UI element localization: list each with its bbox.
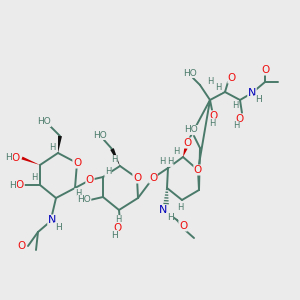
Text: O: O [16, 180, 24, 190]
Polygon shape [22, 157, 40, 165]
Text: H: H [105, 167, 111, 176]
Text: O: O [228, 73, 236, 83]
Text: H: H [31, 173, 37, 182]
Text: O: O [133, 173, 141, 183]
Text: N: N [48, 215, 56, 225]
Text: H: H [167, 212, 173, 221]
Text: N: N [159, 205, 167, 215]
Polygon shape [183, 147, 188, 157]
Text: O: O [236, 114, 244, 124]
Text: O: O [12, 153, 20, 163]
Text: H: H [75, 188, 81, 197]
Text: HO: HO [183, 68, 197, 77]
Text: H: H [209, 118, 215, 127]
Text: O: O [149, 173, 157, 183]
Text: HO: HO [77, 196, 91, 205]
Text: HO: HO [184, 125, 198, 134]
Text: O: O [73, 158, 81, 168]
Text: O: O [179, 221, 187, 231]
Text: H: H [6, 154, 12, 163]
Text: H: H [112, 230, 118, 239]
Text: H: H [255, 95, 261, 104]
Text: H: H [233, 122, 239, 130]
Text: H: H [115, 215, 121, 224]
Text: H: H [232, 100, 238, 109]
Text: H: H [55, 223, 62, 232]
Text: O: O [261, 65, 269, 75]
Text: H: H [111, 155, 117, 164]
Text: H: H [177, 202, 183, 211]
Text: O: O [18, 241, 26, 251]
Text: O: O [210, 111, 218, 121]
Text: H: H [49, 142, 55, 152]
Text: H: H [159, 158, 165, 166]
Text: O: O [114, 223, 122, 233]
Polygon shape [110, 148, 120, 166]
Text: O: O [194, 165, 202, 175]
Text: H: H [173, 148, 179, 157]
Text: HO: HO [93, 130, 107, 140]
Text: N: N [248, 88, 256, 98]
Text: H: H [207, 77, 213, 86]
Text: H: H [167, 158, 173, 166]
Polygon shape [58, 136, 62, 153]
Text: HO: HO [37, 118, 51, 127]
Text: O: O [183, 138, 191, 148]
Text: O: O [86, 175, 94, 185]
Text: H: H [10, 181, 16, 190]
Text: H: H [215, 83, 221, 92]
